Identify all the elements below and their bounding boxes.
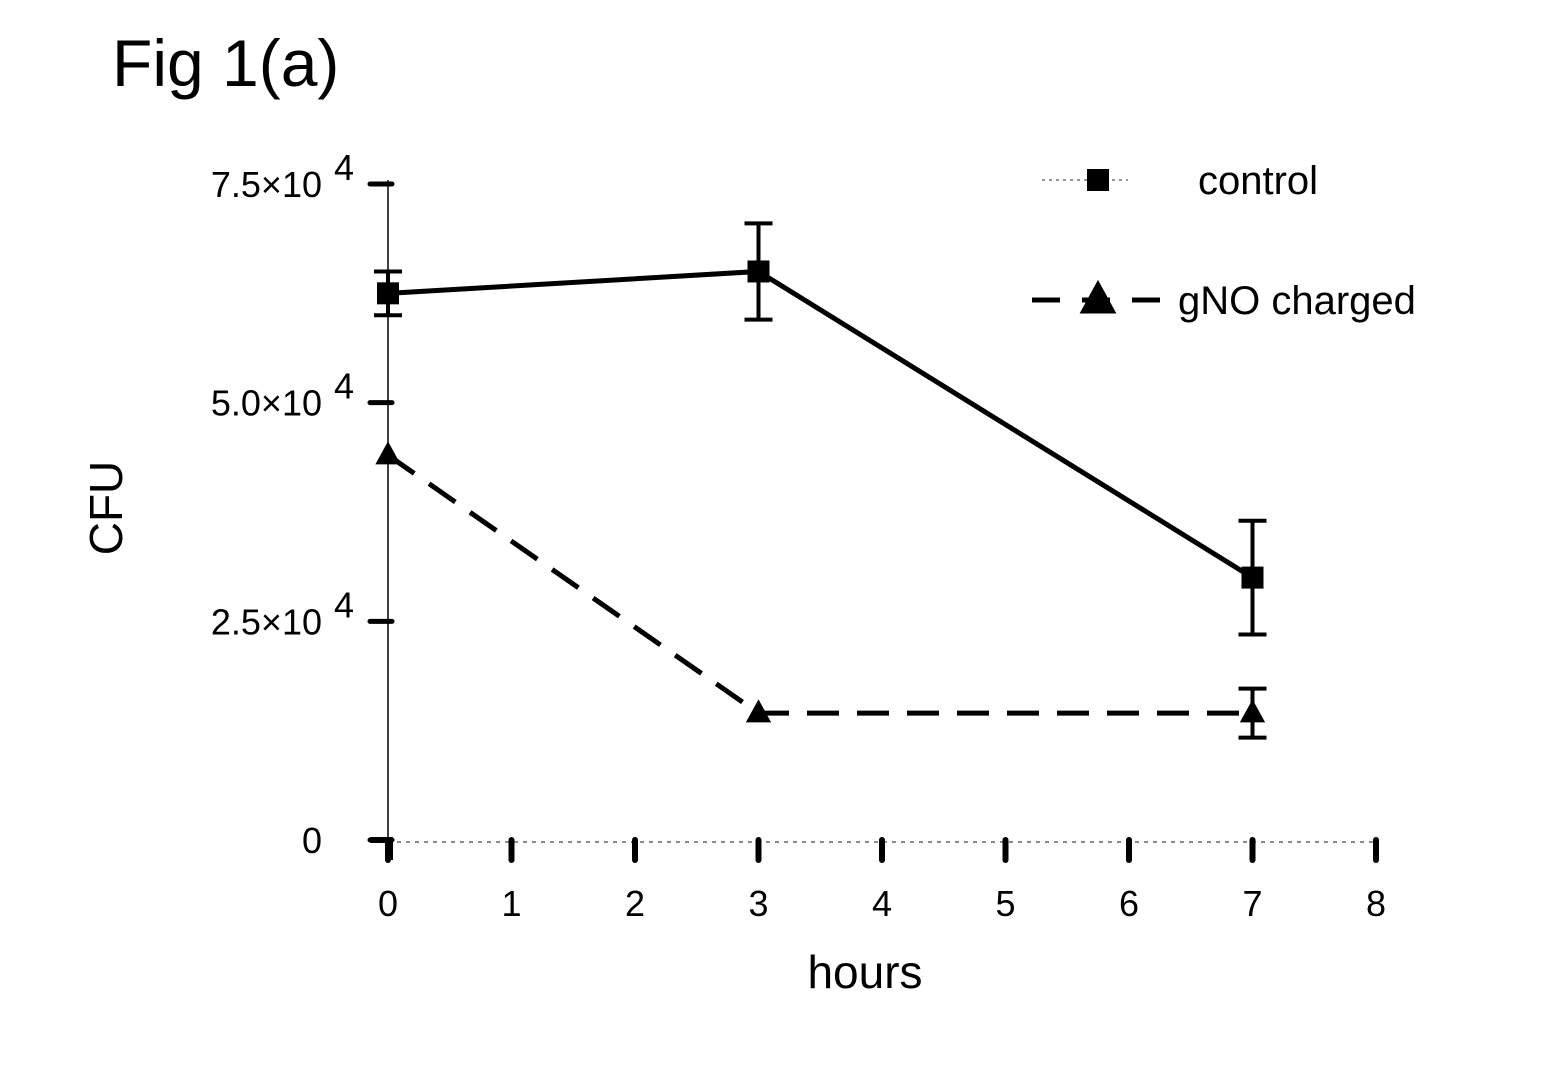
legend-item: control [1042, 159, 1318, 203]
x-tick-label: 1 [501, 883, 521, 924]
data-point-square [1242, 567, 1264, 589]
series-control [374, 223, 1267, 634]
x-tick-label: 3 [748, 883, 768, 924]
y-tick-exponent: 4 [334, 147, 354, 188]
y-tick-label: 5.0×10 [211, 383, 322, 424]
legend-marker [1087, 169, 1109, 191]
series-gno-charged [375, 441, 1266, 737]
y-tick-label: 2.5×10 [211, 601, 322, 642]
legend-item: gNO charged [1032, 279, 1416, 323]
chart-legend: control gNO charged [1032, 159, 1416, 323]
x-tick-label: 0 [378, 883, 398, 924]
y-tick-label: 0 [302, 820, 322, 861]
x-tick-label: 7 [1242, 883, 1262, 924]
y-tick-label: 7.5×10 [211, 164, 322, 205]
data-point-triangle [375, 441, 400, 464]
series-line [388, 455, 1253, 713]
data-point-square [377, 282, 399, 304]
legend-label: control [1198, 159, 1318, 203]
x-tick-label: 4 [872, 883, 892, 924]
x-tick-label: 8 [1366, 883, 1386, 924]
series-line [388, 271, 1253, 577]
data-point-triangle [1240, 699, 1265, 722]
y-tick-exponent: 4 [334, 584, 354, 625]
y-axis-label: CFU [80, 461, 132, 556]
x-tick-label: 2 [625, 883, 645, 924]
y-tick-exponent: 4 [334, 366, 354, 407]
data-point-square [748, 260, 770, 282]
x-axis-label: hours [807, 946, 922, 998]
legend-marker [1080, 280, 1117, 314]
chart-axes: 0 2.5×10 4 5.0×10 4 7.5×10 4 0 1 2 3 4 5 6 7 8 [211, 147, 1386, 924]
legend-label: gNO charged [1178, 279, 1416, 323]
axis-origin-mark [370, 840, 390, 860]
x-tick-label: 5 [995, 883, 1015, 924]
x-tick-label: 6 [1119, 883, 1139, 924]
